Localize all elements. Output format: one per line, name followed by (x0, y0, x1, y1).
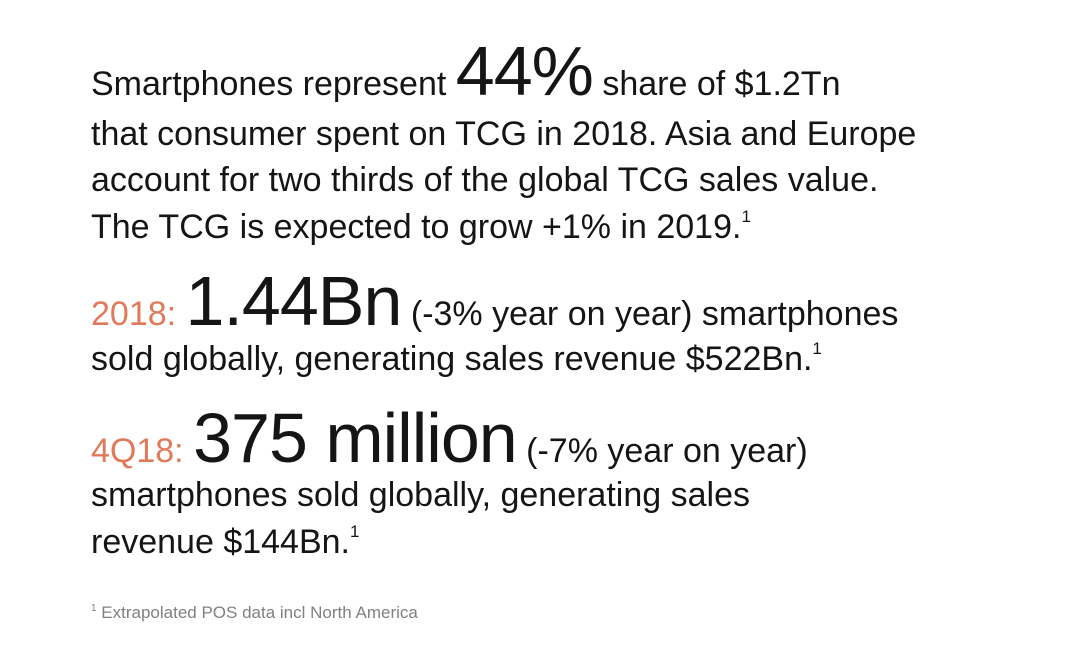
footnote-marker: 1 (91, 603, 97, 614)
footnote-ref: 1 (812, 339, 822, 358)
text-line: account for two thirds of the global TCG… (91, 161, 879, 199)
figure: 44% (455, 32, 594, 110)
text-line: smartphones sold globally, generating sa… (91, 476, 750, 514)
text: share of $1.2Tn (602, 65, 841, 103)
footnote-text: Extrapolated POS data incl North America (101, 603, 418, 622)
stat-headline: 4Q18: 375 million (-7% year on year) (91, 403, 808, 473)
text-line: that consumer spent on TCG in 2018. Asia… (91, 115, 917, 153)
stat-headline: 2018: 1.44Bn (-3% year on year) smartpho… (91, 266, 898, 336)
stat-label: 2018: (91, 295, 177, 333)
text-line: The TCG is expected to grow +1% in 2019.… (91, 207, 751, 246)
text: The TCG is expected to grow +1% in 2019. (91, 208, 742, 246)
text: sold globally, generating sales revenue … (91, 340, 813, 378)
text: (-7% year on year) (526, 432, 808, 470)
text-line: revenue $144Bn.1 (91, 522, 360, 561)
figure: 375 million (193, 399, 518, 477)
text: (-3% year on year) smartphones (410, 295, 899, 333)
footnote: 1 Extrapolated POS data incl North Ameri… (91, 603, 418, 623)
footnote-ref: 1 (741, 207, 751, 226)
text: revenue $144Bn. (91, 523, 350, 561)
intro-headline: Smartphones represent 44% share of $1.2T… (91, 36, 840, 106)
footnote-ref: 1 (349, 522, 360, 541)
figure: 1.44Bn (185, 262, 403, 340)
text: Smartphones represent (91, 65, 447, 103)
text-line: sold globally, generating sales revenue … (91, 339, 822, 378)
stat-label: 4Q18: (91, 432, 184, 470)
